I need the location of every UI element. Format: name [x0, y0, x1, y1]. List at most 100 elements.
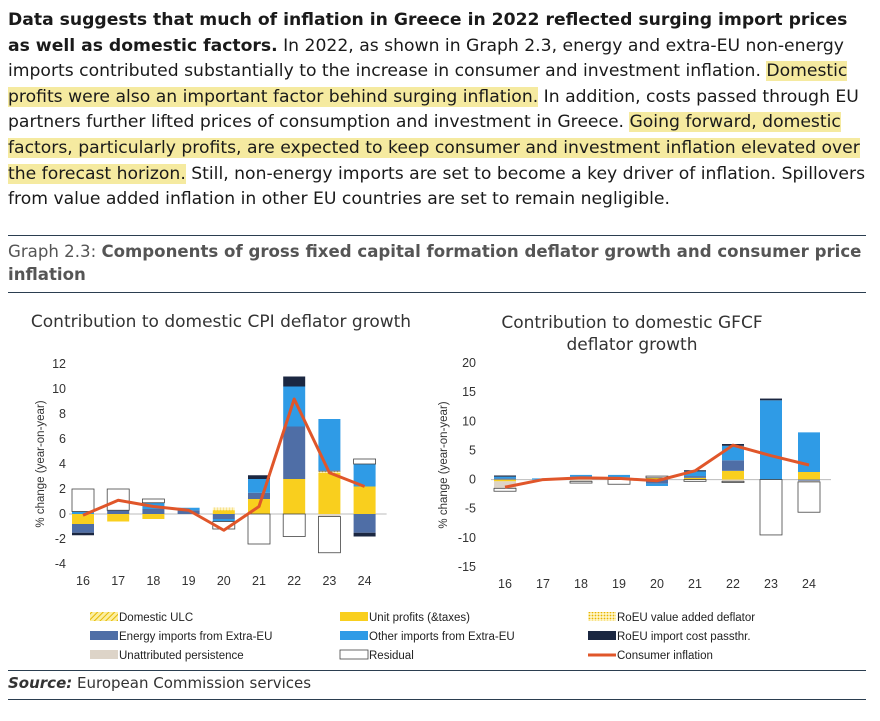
- x-tick-label: 16: [498, 577, 512, 591]
- bar-segment-unit-profits: [798, 471, 820, 480]
- charts-svg: Contribution to domestic CPI deflator gr…: [31, 312, 831, 662]
- graph-top-rule: [8, 235, 866, 236]
- bar-segment-unit-profits: [212, 510, 235, 514]
- bar-segment-residual: [282, 513, 306, 537]
- legend-swatch-energy-imports: [90, 631, 118, 640]
- bar-segment-residual: [247, 513, 271, 545]
- bar-segment-energy-imports: [283, 426, 306, 479]
- bar-segment-unit-profits: [684, 477, 706, 480]
- bar-segment-unit-profits: [107, 514, 130, 522]
- legend-label: Other imports from Extra-EU: [369, 631, 515, 643]
- bar-segment-energy-imports: [494, 478, 516, 480]
- x-tick-label: 19: [612, 577, 626, 591]
- bar-segment-unit-profits: [494, 479, 516, 482]
- bar-segment-other-imports: [760, 400, 782, 480]
- bar-segment-unattributed: [318, 514, 341, 517]
- x-tick-label: 21: [688, 577, 702, 591]
- bar-segment-residual: [797, 481, 821, 513]
- source-label: Source:: [8, 674, 73, 692]
- x-tick-label: 16: [76, 574, 90, 588]
- bar-segment-unit-profits: [142, 514, 165, 519]
- bar-segment-roeu-import: [494, 475, 516, 477]
- y-tick-label: 8: [59, 407, 66, 421]
- legend-swatch-unattributed: [90, 650, 118, 659]
- bar-segment-energy-imports: [684, 476, 706, 478]
- bar-segment-residual: [759, 479, 783, 536]
- bar-segment-other-imports: [608, 474, 630, 478]
- lead-sentence: Data suggests that much of inflation in …: [8, 10, 848, 56]
- bar-segment-residual: [721, 480, 745, 483]
- bar-segment-energy-imports: [798, 479, 820, 481]
- y-tick-label: -15: [458, 560, 476, 574]
- bar-segment-energy-imports: [353, 514, 376, 533]
- bar-segment-other-imports: [494, 476, 516, 479]
- x-tick-label: 17: [536, 577, 550, 591]
- y-axis-label: % change (year-on-year): [35, 400, 47, 527]
- bar-segment-energy-imports: [142, 509, 165, 514]
- legend-label: Energy imports from Extra-EU: [119, 631, 272, 643]
- legend-swatch-residual: [339, 649, 369, 660]
- x-tick-label: 22: [726, 577, 740, 591]
- legend-swatch-other-imports: [340, 631, 368, 640]
- graph-title-rule: [8, 292, 866, 293]
- y-tick-label: -2: [55, 532, 66, 546]
- y-tick-label: 2: [59, 482, 66, 496]
- bar-segment-roeu-import: [283, 376, 306, 387]
- x-tick-label: 24: [802, 577, 816, 591]
- chart-title: Contribution to domestic CPI deflator gr…: [31, 312, 411, 332]
- body-text-2: In addition, costs passed through EU par…: [8, 86, 859, 133]
- chart-title: Contribution to domestic GFCF deflator gr…: [501, 313, 762, 355]
- legend-bottom-rule: [8, 670, 866, 671]
- body-text-3: Still, non-energy imports are set to bec…: [8, 163, 866, 210]
- y-tick-label: -4: [55, 557, 66, 571]
- legend-swatch-domestic-ulc: [90, 612, 118, 621]
- y-tick-label: 15: [462, 385, 476, 399]
- body-text-1: In 2022, as shown in Graph 2.3, energy a…: [8, 35, 844, 82]
- y-tick-label: 5: [469, 443, 476, 457]
- bar-segment-roeu-import: [248, 475, 270, 479]
- y-tick-label: 20: [462, 356, 476, 370]
- bar-segment-unit-profits: [646, 477, 668, 480]
- legend-label: RoEU import cost passthr.: [617, 631, 751, 643]
- x-tick-label: 23: [764, 577, 778, 591]
- y-tick-label: 10: [52, 382, 66, 396]
- x-tick-label: 24: [358, 574, 372, 588]
- bar-segment-unattributed: [798, 480, 820, 482]
- legend-label: Residual: [369, 650, 414, 662]
- chart-title-line: Contribution to domestic GFCF: [501, 313, 762, 333]
- y-axis-label: % change (year-on-year): [438, 401, 450, 528]
- consumer-inflation-line: [504, 443, 810, 489]
- bar-segment-residual: [493, 487, 517, 492]
- bar-segment-roeu-va: [212, 507, 235, 511]
- y-tick-label: 0: [59, 507, 66, 521]
- legend-label: Unit profits (&taxes): [369, 612, 470, 624]
- bar-segment-unattributed: [494, 481, 516, 489]
- bar-segment-unit-profits: [283, 479, 306, 514]
- bar-segment-residual: [353, 458, 377, 465]
- legend-swatch-roeu-va: [588, 612, 616, 621]
- legend-label: Consumer inflation: [617, 650, 713, 662]
- bar-segment-residual: [683, 479, 707, 482]
- legend: Domestic ULC Unit profits (&taxes) RoEU va…: [90, 612, 755, 662]
- intro-paragraph: Data suggests that much of inflation in …: [8, 8, 874, 213]
- bar-segment-residual: [317, 516, 341, 554]
- gfcf-chart: Contribution to domestic GFCF deflator gr…: [438, 313, 831, 591]
- bar-segment-other-imports: [212, 519, 235, 522]
- y-tick-label: 12: [52, 357, 66, 371]
- x-tick-label: 20: [650, 577, 664, 591]
- charts-area: Contribution to domestic CPI deflator gr…: [0, 296, 880, 674]
- y-tick-label: 0: [469, 473, 476, 487]
- x-tick-label: 20: [217, 574, 231, 588]
- legend-swatch-roeu-import: [588, 631, 616, 640]
- bar-segment-energy-imports: [72, 524, 94, 533]
- bar-segment-unattributed: [570, 479, 592, 482]
- x-tick-label: 23: [322, 574, 336, 588]
- graph-title-text: Components of gross fixed capital format…: [8, 242, 862, 284]
- cpi-chart: Contribution to domestic CPI deflator gr…: [31, 312, 411, 588]
- x-tick-label: 18: [146, 574, 160, 588]
- x-tick-label: 18: [574, 577, 588, 591]
- bar-segment-other-imports: [646, 483, 668, 486]
- legend-label: Domestic ULC: [119, 612, 193, 624]
- source-note: Source: European Commission services: [8, 674, 311, 692]
- bar-segment-unit-profits: [72, 514, 94, 524]
